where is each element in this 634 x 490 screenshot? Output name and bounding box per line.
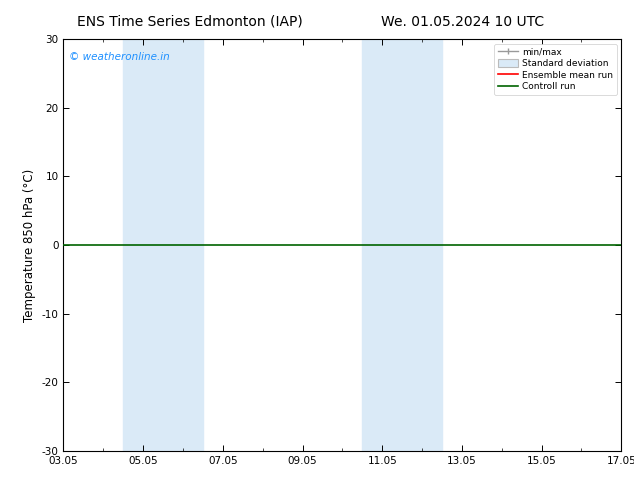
Legend: min/max, Standard deviation, Ensemble mean run, Controll run: min/max, Standard deviation, Ensemble me…: [495, 44, 617, 95]
Y-axis label: Temperature 850 hPa (°C): Temperature 850 hPa (°C): [23, 169, 36, 321]
Bar: [362, 39, 442, 451]
Text: © weatheronline.in: © weatheronline.in: [69, 51, 170, 62]
Text: ENS Time Series Edmonton (IAP): ENS Time Series Edmonton (IAP): [77, 15, 303, 29]
Bar: [123, 39, 203, 451]
Text: We. 01.05.2024 10 UTC: We. 01.05.2024 10 UTC: [381, 15, 545, 29]
